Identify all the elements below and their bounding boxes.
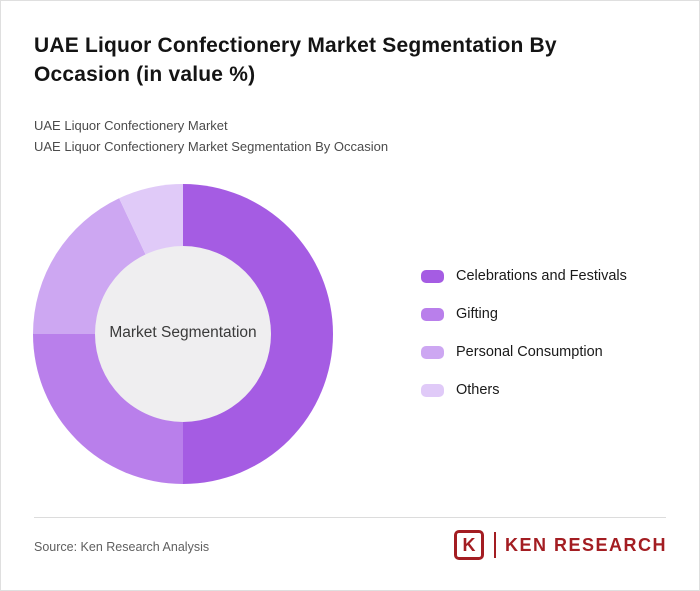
logo-k-letter: K [462, 534, 476, 555]
subtitle-line-1: UAE Liquor Confectionery Market [34, 118, 228, 133]
logo-text: KEN RESEARCH [504, 534, 667, 555]
legend-swatch [421, 383, 444, 397]
logo-emblem: K [453, 530, 484, 560]
page-title: UAE Liquor Confectionery Market Segmenta… [34, 34, 557, 86]
logo-separator [493, 532, 496, 558]
legend-item: Celebrations and Festivals [421, 257, 627, 295]
legend-label: Others [456, 382, 500, 398]
footer-divider [34, 517, 666, 518]
subtitle-line-2: UAE Liquor Confectionery Market Segmenta… [34, 139, 389, 154]
legend-label: Celebrations and Festivals [456, 268, 627, 284]
chart-subtitle: UAE Liquor Confectionery Market UAE Liqu… [34, 115, 388, 157]
legend-item: Gifting [421, 295, 627, 333]
donut-chart [33, 184, 333, 484]
donut-chart-area [33, 184, 333, 484]
ken-research-logo: K KEN RESEARCH [453, 530, 667, 560]
legend-label: Gifting [456, 306, 498, 322]
legend: Celebrations and Festivals Gifting Persona… [421, 257, 627, 409]
legend-label: Personal Consumption [456, 344, 603, 360]
donut-center-label: Market Segmentation [109, 324, 257, 341]
source-text: Source: Ken Research Analysis [34, 540, 210, 554]
legend-swatch [421, 345, 444, 359]
legend-swatch [421, 307, 444, 321]
donut-hole [95, 246, 271, 422]
legend-item: Personal Consumption [421, 333, 627, 371]
legend-swatch [421, 269, 444, 283]
legend-item: Others [421, 371, 627, 409]
